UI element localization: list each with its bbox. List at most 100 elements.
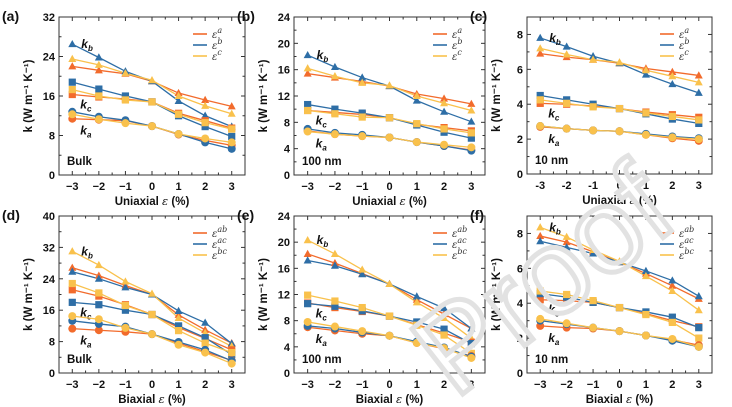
data-point (94, 53, 103, 61)
x-axis-title: Biaxial ε (%) (586, 392, 654, 406)
x-tick-label: -3 (535, 180, 545, 192)
x-axis-title: Uniaxial ε (%) (115, 194, 190, 208)
data-point (536, 314, 545, 323)
data-point (121, 306, 130, 314)
y-axis-title: k (W m⁻¹ K⁻¹) (258, 258, 270, 331)
data-point (68, 39, 77, 48)
sample-label: 10 nm (535, 155, 568, 167)
data-point (641, 70, 650, 78)
chart-panel-a: 0 8 16 24 32 −3 −2 −1 0 1 2 3 Uniaxial ε (%) k (W m⁻¹… (2, 8, 246, 208)
x-tick-label: 3 (468, 379, 474, 391)
x-tick-label: 0 (386, 379, 392, 391)
data-point (95, 301, 103, 309)
data-point (303, 256, 312, 264)
x-tick-label: 1 (414, 379, 420, 391)
y-tick-label: 8 (517, 228, 523, 240)
data-point (358, 132, 367, 141)
data-point (642, 310, 650, 319)
y-tick-label: 0 (517, 368, 523, 380)
data-point (562, 319, 571, 328)
series-group-ka: ka (303, 317, 476, 362)
data-point (562, 50, 571, 58)
x-tick-label: 2 (441, 181, 447, 193)
data-point (358, 303, 366, 312)
data-point (201, 111, 210, 119)
y-tick-label: 32 (43, 12, 55, 24)
data-point (536, 96, 544, 104)
data-point (148, 289, 156, 297)
x-tick-label: 2 (669, 379, 675, 391)
data-point (227, 109, 236, 117)
x-tick-label: 1 (176, 379, 182, 391)
sample-label: Bulk (67, 156, 93, 168)
data-point (668, 133, 677, 142)
series-group-kc: kc (68, 279, 236, 359)
y-tick-label: 20 (278, 38, 290, 50)
data-point (330, 322, 339, 331)
series-label: kc (548, 303, 560, 319)
x-tick-label: 0 (616, 379, 622, 391)
data-point (68, 54, 77, 62)
data-point (694, 88, 703, 96)
sample-label: 100 nm (302, 354, 342, 366)
y-axis-title: k (W m⁻¹ K⁻¹) (491, 258, 503, 331)
data-point (201, 334, 209, 342)
data-point (68, 263, 77, 271)
data-point (562, 232, 571, 240)
x-tick-label: 1 (643, 379, 649, 391)
data-point (68, 286, 76, 294)
data-point (68, 247, 77, 255)
y-tick-label: 16 (278, 263, 290, 275)
data-point (68, 85, 76, 94)
data-point (303, 127, 312, 136)
x-tick-label: −2 (329, 379, 342, 391)
series-label: kb (317, 233, 329, 249)
y-tick-label: 24 (43, 52, 56, 64)
x-axis-title: Biaxial ε (%) (356, 392, 424, 406)
data-point (615, 104, 624, 113)
data-point (331, 297, 339, 305)
series-group-kb: kb (303, 48, 476, 125)
y-tick-label: 4 (517, 99, 524, 111)
data-point (174, 327, 183, 335)
data-point (412, 96, 421, 104)
series-group-ka: ka (68, 312, 236, 368)
data-point (121, 96, 130, 104)
data-point (589, 245, 598, 254)
data-point (303, 64, 312, 72)
data-point (440, 125, 448, 133)
x-tick-label: 3 (468, 181, 474, 193)
data-point (148, 122, 156, 131)
data-point (358, 270, 367, 278)
y-axis-title: k (W m⁻¹ K⁻¹) (258, 59, 270, 132)
data-point (563, 290, 571, 299)
series-group-kb: kb (536, 220, 703, 314)
data-point (330, 62, 339, 71)
data-point (440, 94, 449, 102)
data-point (201, 339, 209, 347)
x-tick-label: −3 (66, 379, 79, 391)
data-point (536, 296, 544, 304)
y-tick-label: 0 (284, 368, 290, 380)
legend-entry: εa (452, 26, 462, 41)
data-point (148, 98, 156, 106)
data-point (589, 55, 598, 63)
panel-label: (f) (470, 207, 484, 223)
data-point (358, 109, 366, 117)
data-point (440, 325, 448, 333)
data-point (562, 237, 571, 246)
data-point (121, 301, 130, 310)
data-point (385, 331, 394, 340)
data-point (303, 69, 312, 77)
series-group-kc: kc (536, 287, 703, 342)
data-point (358, 78, 367, 86)
series-group-kc: kc (68, 78, 236, 141)
data-point (412, 138, 421, 147)
data-point (563, 99, 571, 107)
